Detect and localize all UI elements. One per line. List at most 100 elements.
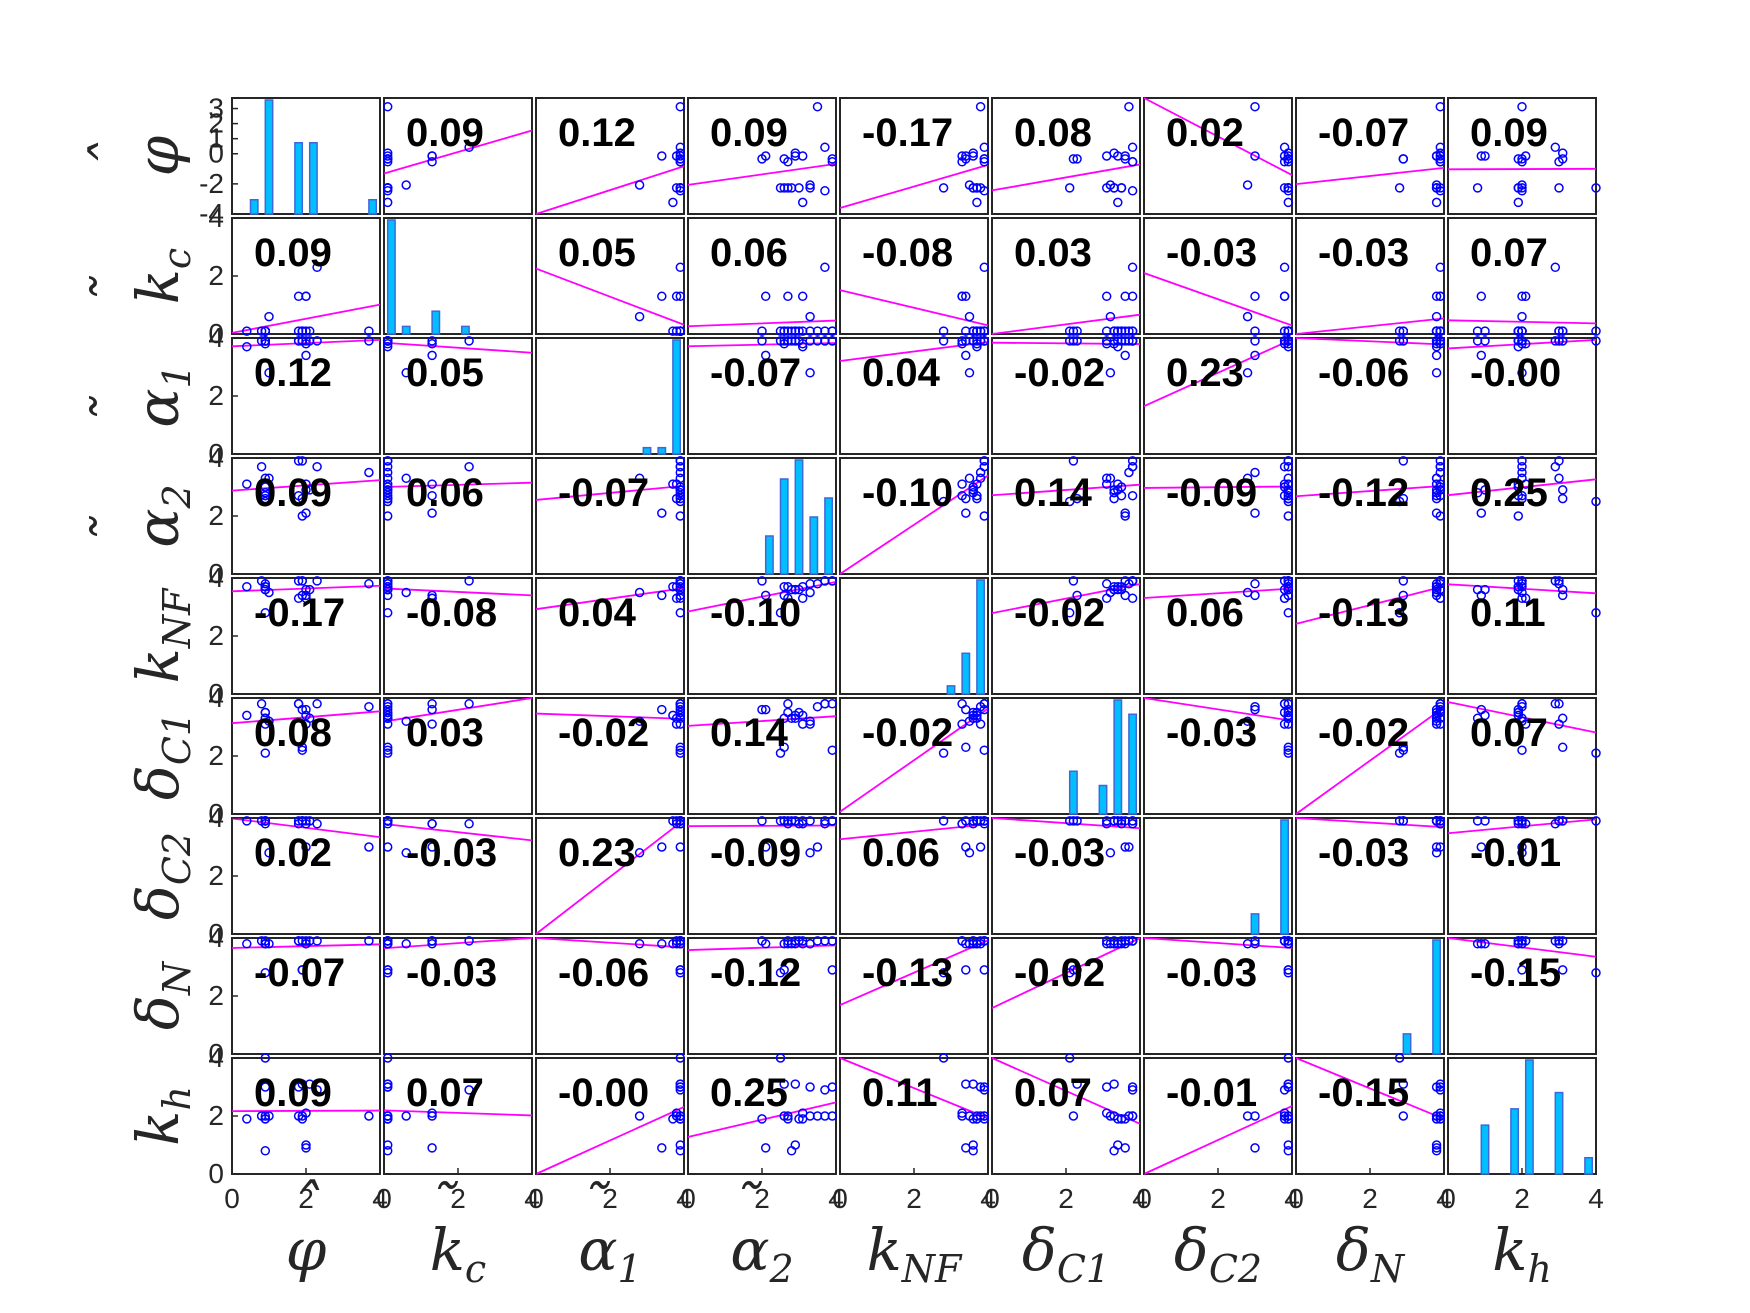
scatter-point xyxy=(961,508,971,518)
variable-label-alpha1: α1˜ xyxy=(80,364,199,427)
histogram-bar xyxy=(386,219,396,335)
panel-frame xyxy=(687,817,837,935)
fit-line xyxy=(1295,484,1445,498)
scatter-point xyxy=(1101,151,1112,161)
scatter-point xyxy=(1431,151,1442,161)
scatter-point xyxy=(1591,496,1601,507)
panel-alpha1-vs-kc: 0.05 xyxy=(382,336,533,455)
scatter-point xyxy=(1394,336,1405,346)
scatter-point xyxy=(1431,842,1442,852)
panel-grid: 0.09 0.12 0.09 -0.17 0.08 0.02 -0.07 0.09 0.09 0.… xyxy=(231,97,1601,1175)
scatter-point xyxy=(1513,326,1524,336)
variable-symbol: kh xyxy=(1492,1216,1552,1291)
panel-alpha1-vs-alpha2: -0.07 xyxy=(687,336,838,455)
scatter-point xyxy=(364,467,374,478)
scatter-point xyxy=(1127,816,1138,826)
scatter-point xyxy=(382,579,393,589)
scatter-point xyxy=(1435,701,1446,712)
correlation-label: 0.11 xyxy=(1470,591,1546,635)
scatter-point xyxy=(1105,368,1116,378)
scatter-point xyxy=(464,142,474,153)
scatter-point xyxy=(1124,336,1134,346)
scatter-point xyxy=(1127,456,1138,466)
histogram-bar xyxy=(1432,939,1442,1055)
scatter-point xyxy=(634,311,645,322)
scatter-point xyxy=(1101,479,1112,489)
panel-kNF-vs-phi: -0.17 xyxy=(231,576,381,695)
scatter-point xyxy=(1127,1085,1138,1095)
scatter-point xyxy=(1435,1082,1446,1092)
scatter-point xyxy=(820,186,830,196)
fit-line xyxy=(1143,587,1293,599)
correlation-label: 0.06 xyxy=(710,231,788,275)
variable-label-deltaN: δN xyxy=(124,960,199,1030)
scatter-point xyxy=(464,1085,474,1095)
scatter-point xyxy=(1120,350,1130,361)
variable-symbol: δN xyxy=(124,960,199,1030)
scatter-point xyxy=(464,461,474,472)
scatter-point xyxy=(657,291,667,302)
scatter-point xyxy=(797,1108,808,1118)
scatter-point xyxy=(979,699,990,709)
scatter-point xyxy=(675,467,686,478)
histogram-bar xyxy=(1402,1033,1412,1055)
correlation-label: -0.02 xyxy=(558,711,649,755)
panel-phi-vs-kNF: -0.17 xyxy=(839,97,990,215)
panel-kNF-vs-kh: 0.11 xyxy=(1447,576,1601,695)
scatter-point xyxy=(427,819,437,829)
correlation-label: -0.07 xyxy=(558,471,649,515)
correlation-label: 0.23 xyxy=(1166,351,1244,395)
scatter-point xyxy=(264,368,274,378)
x-tick-label: 0 xyxy=(224,1183,240,1214)
panel-kNF-vs-alpha1: 0.04 xyxy=(535,576,686,695)
scatter-point xyxy=(382,1111,393,1121)
scatter-point xyxy=(671,291,682,302)
scatter-point xyxy=(1435,511,1446,521)
panel-alpha1-vs-kh: -0.00 xyxy=(1447,336,1601,455)
scatter-point xyxy=(260,1146,271,1156)
scatter-point xyxy=(301,584,311,595)
scatter-point xyxy=(1127,1082,1138,1092)
panel-alpha1-vs-phi: 0.12 xyxy=(231,336,381,455)
fit-line xyxy=(1143,697,1293,722)
correlation-label: 0.14 xyxy=(1014,471,1093,515)
panel-kh-vs-alpha1: -0.00 xyxy=(535,1053,686,1175)
scatter-point xyxy=(797,291,808,302)
scatter-point xyxy=(401,180,411,190)
scatter-point xyxy=(1476,508,1487,518)
x-tick-label: 2 xyxy=(906,1183,922,1214)
scatter-point xyxy=(979,154,990,164)
scatter-point xyxy=(634,1111,645,1121)
scatter-point xyxy=(301,1140,311,1150)
scatter-point xyxy=(1242,311,1253,322)
scatter-point xyxy=(979,461,990,472)
scatter-point xyxy=(1113,336,1123,346)
panel-kc-vs-kc xyxy=(383,217,533,335)
scatter-point xyxy=(1113,151,1123,161)
y-tick-label: 2 xyxy=(208,980,224,1011)
correlation-label: 0.07 xyxy=(406,1071,484,1115)
fit-line xyxy=(1295,817,1445,829)
histogram-bar xyxy=(1128,713,1138,815)
correlation-label: 0.02 xyxy=(1166,111,1244,155)
panel-kc-vs-kh: 0.07 xyxy=(1447,217,1601,336)
variable-symbol: α1 xyxy=(578,1216,641,1291)
scatter-point xyxy=(427,939,437,949)
scatter-point xyxy=(760,350,771,361)
scatter-point xyxy=(820,142,830,153)
scatter-point xyxy=(675,1053,686,1063)
variable-label-alpha2: α2˜ xyxy=(80,484,199,547)
fit-line xyxy=(535,484,685,501)
panel-frame xyxy=(535,937,685,1055)
scatter-point xyxy=(312,936,322,946)
panel-frame xyxy=(1143,217,1293,335)
x-tick-label: 0 xyxy=(376,1183,392,1214)
x-tick-label: 2 xyxy=(1362,1183,1378,1214)
scatter-point xyxy=(1250,101,1260,112)
scatter-point xyxy=(805,311,815,322)
scatter-point xyxy=(675,816,686,826)
scatter-point xyxy=(260,816,271,826)
variable-symbol: φ xyxy=(124,135,192,176)
scatter-point xyxy=(1398,154,1409,164)
scatter-point xyxy=(464,336,474,346)
